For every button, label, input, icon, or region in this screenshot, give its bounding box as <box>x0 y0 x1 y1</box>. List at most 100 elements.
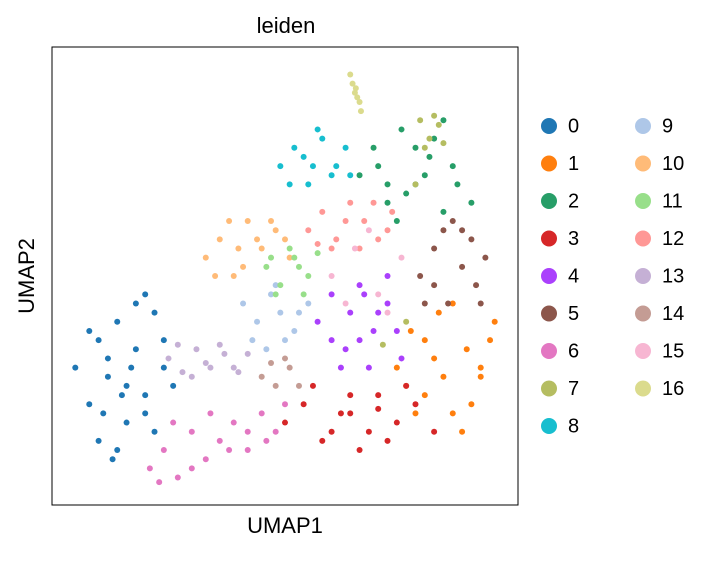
legend-marker <box>541 230 557 247</box>
point <box>384 273 391 279</box>
point <box>230 419 237 426</box>
point <box>347 410 354 417</box>
point <box>240 300 247 307</box>
point <box>132 300 139 307</box>
point <box>95 337 102 344</box>
point <box>268 360 275 367</box>
legend-marker <box>635 230 651 247</box>
point <box>440 208 447 215</box>
point <box>487 337 494 344</box>
point <box>244 428 251 435</box>
point <box>123 382 130 389</box>
point <box>347 71 354 78</box>
point <box>375 163 382 170</box>
point <box>403 382 410 389</box>
point <box>207 410 214 417</box>
point <box>403 318 410 325</box>
point <box>86 327 93 334</box>
point <box>393 327 400 334</box>
point <box>459 227 466 234</box>
point <box>384 309 391 316</box>
point <box>314 250 321 257</box>
point <box>440 140 447 147</box>
point <box>142 410 149 417</box>
point <box>407 327 414 334</box>
point <box>300 401 307 408</box>
point <box>160 337 167 344</box>
point <box>216 437 223 444</box>
point <box>86 401 93 408</box>
point <box>314 240 321 247</box>
point <box>337 364 344 371</box>
point <box>435 121 442 128</box>
point <box>412 410 419 417</box>
point <box>375 392 382 399</box>
legend-label: 13 <box>662 265 684 287</box>
point <box>268 254 275 261</box>
point <box>295 263 302 270</box>
point <box>291 327 298 334</box>
point <box>268 291 275 298</box>
point <box>328 428 335 435</box>
legend-marker <box>541 380 557 397</box>
point <box>333 236 340 243</box>
point <box>282 337 288 344</box>
point <box>188 373 195 380</box>
legend-label: 6 <box>568 340 579 362</box>
point <box>365 364 372 371</box>
legend-marker <box>635 268 651 284</box>
point <box>398 254 405 261</box>
point <box>263 437 270 444</box>
point <box>333 163 340 170</box>
point <box>263 263 270 270</box>
point <box>375 405 382 412</box>
point <box>235 369 242 376</box>
point <box>365 428 372 435</box>
point <box>421 172 428 179</box>
point <box>393 419 400 426</box>
point <box>328 291 335 298</box>
point <box>188 465 195 472</box>
point <box>272 428 279 435</box>
point <box>258 245 265 252</box>
point <box>249 337 256 344</box>
chart-title: leiden <box>257 13 316 38</box>
point <box>347 172 354 179</box>
point <box>244 447 251 454</box>
point <box>449 163 456 170</box>
point <box>347 309 354 316</box>
point <box>263 346 270 353</box>
point <box>431 355 438 362</box>
point <box>421 300 428 307</box>
point <box>202 360 209 367</box>
legend-label: 16 <box>662 378 684 400</box>
point <box>337 410 344 417</box>
x-axis-label: UMAP1 <box>247 513 323 538</box>
point <box>282 355 288 362</box>
point <box>142 291 149 298</box>
point <box>417 117 424 124</box>
point <box>286 245 293 252</box>
point <box>354 94 361 101</box>
point <box>235 245 242 252</box>
point <box>174 474 181 481</box>
point <box>160 447 167 454</box>
point <box>342 300 349 307</box>
point <box>151 309 158 316</box>
point <box>356 337 363 344</box>
point <box>216 236 223 243</box>
point <box>491 318 498 325</box>
point <box>291 254 298 261</box>
point <box>426 153 433 160</box>
point <box>295 309 302 316</box>
point <box>282 401 288 408</box>
point <box>291 144 298 151</box>
point <box>356 98 363 105</box>
point <box>165 355 172 362</box>
point <box>468 199 475 206</box>
point <box>370 144 377 151</box>
point <box>146 465 153 472</box>
point <box>431 135 438 142</box>
point <box>202 456 209 463</box>
legend-label: 4 <box>568 265 579 287</box>
